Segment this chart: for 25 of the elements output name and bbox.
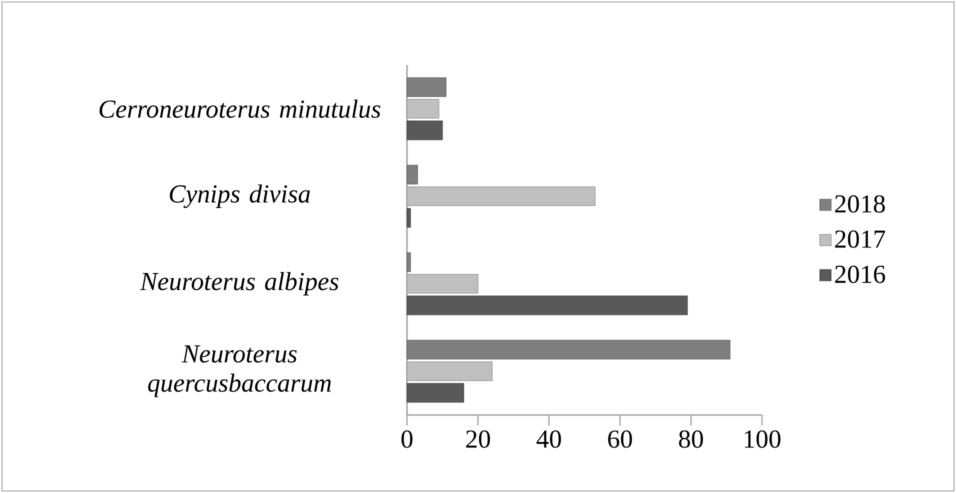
bar — [406, 164, 418, 184]
bar — [406, 77, 446, 97]
x-tick-label: 80 — [679, 430, 703, 448]
y-tick-label: Cynips divisa — [170, 184, 310, 208]
x-tick-label: 60 — [608, 430, 632, 448]
bar — [406, 98, 440, 119]
bar — [406, 274, 478, 294]
bar — [406, 340, 730, 360]
x-tick-label: 40 — [536, 430, 561, 448]
x-tick-label: 0 — [402, 430, 412, 448]
x-tick-label: 20 — [466, 430, 490, 448]
legend-label: 2018 — [835, 195, 885, 213]
bar — [406, 296, 688, 316]
bar — [406, 208, 411, 228]
y-tick-label: Neuroterus albipes — [140, 272, 338, 296]
bar — [406, 361, 492, 382]
y-tick-label: Neuroterus quercusbaccarum — [148, 345, 331, 398]
x-tick-label: 100 — [744, 430, 780, 448]
bar — [406, 252, 411, 272]
bar — [406, 120, 443, 140]
y-tick-label: Cerroneuroterus minutulus — [100, 100, 380, 118]
bar — [406, 186, 596, 206]
legend-label: 2017 — [835, 230, 886, 248]
legend-label: 2016 — [835, 266, 886, 284]
bar — [406, 383, 464, 403]
